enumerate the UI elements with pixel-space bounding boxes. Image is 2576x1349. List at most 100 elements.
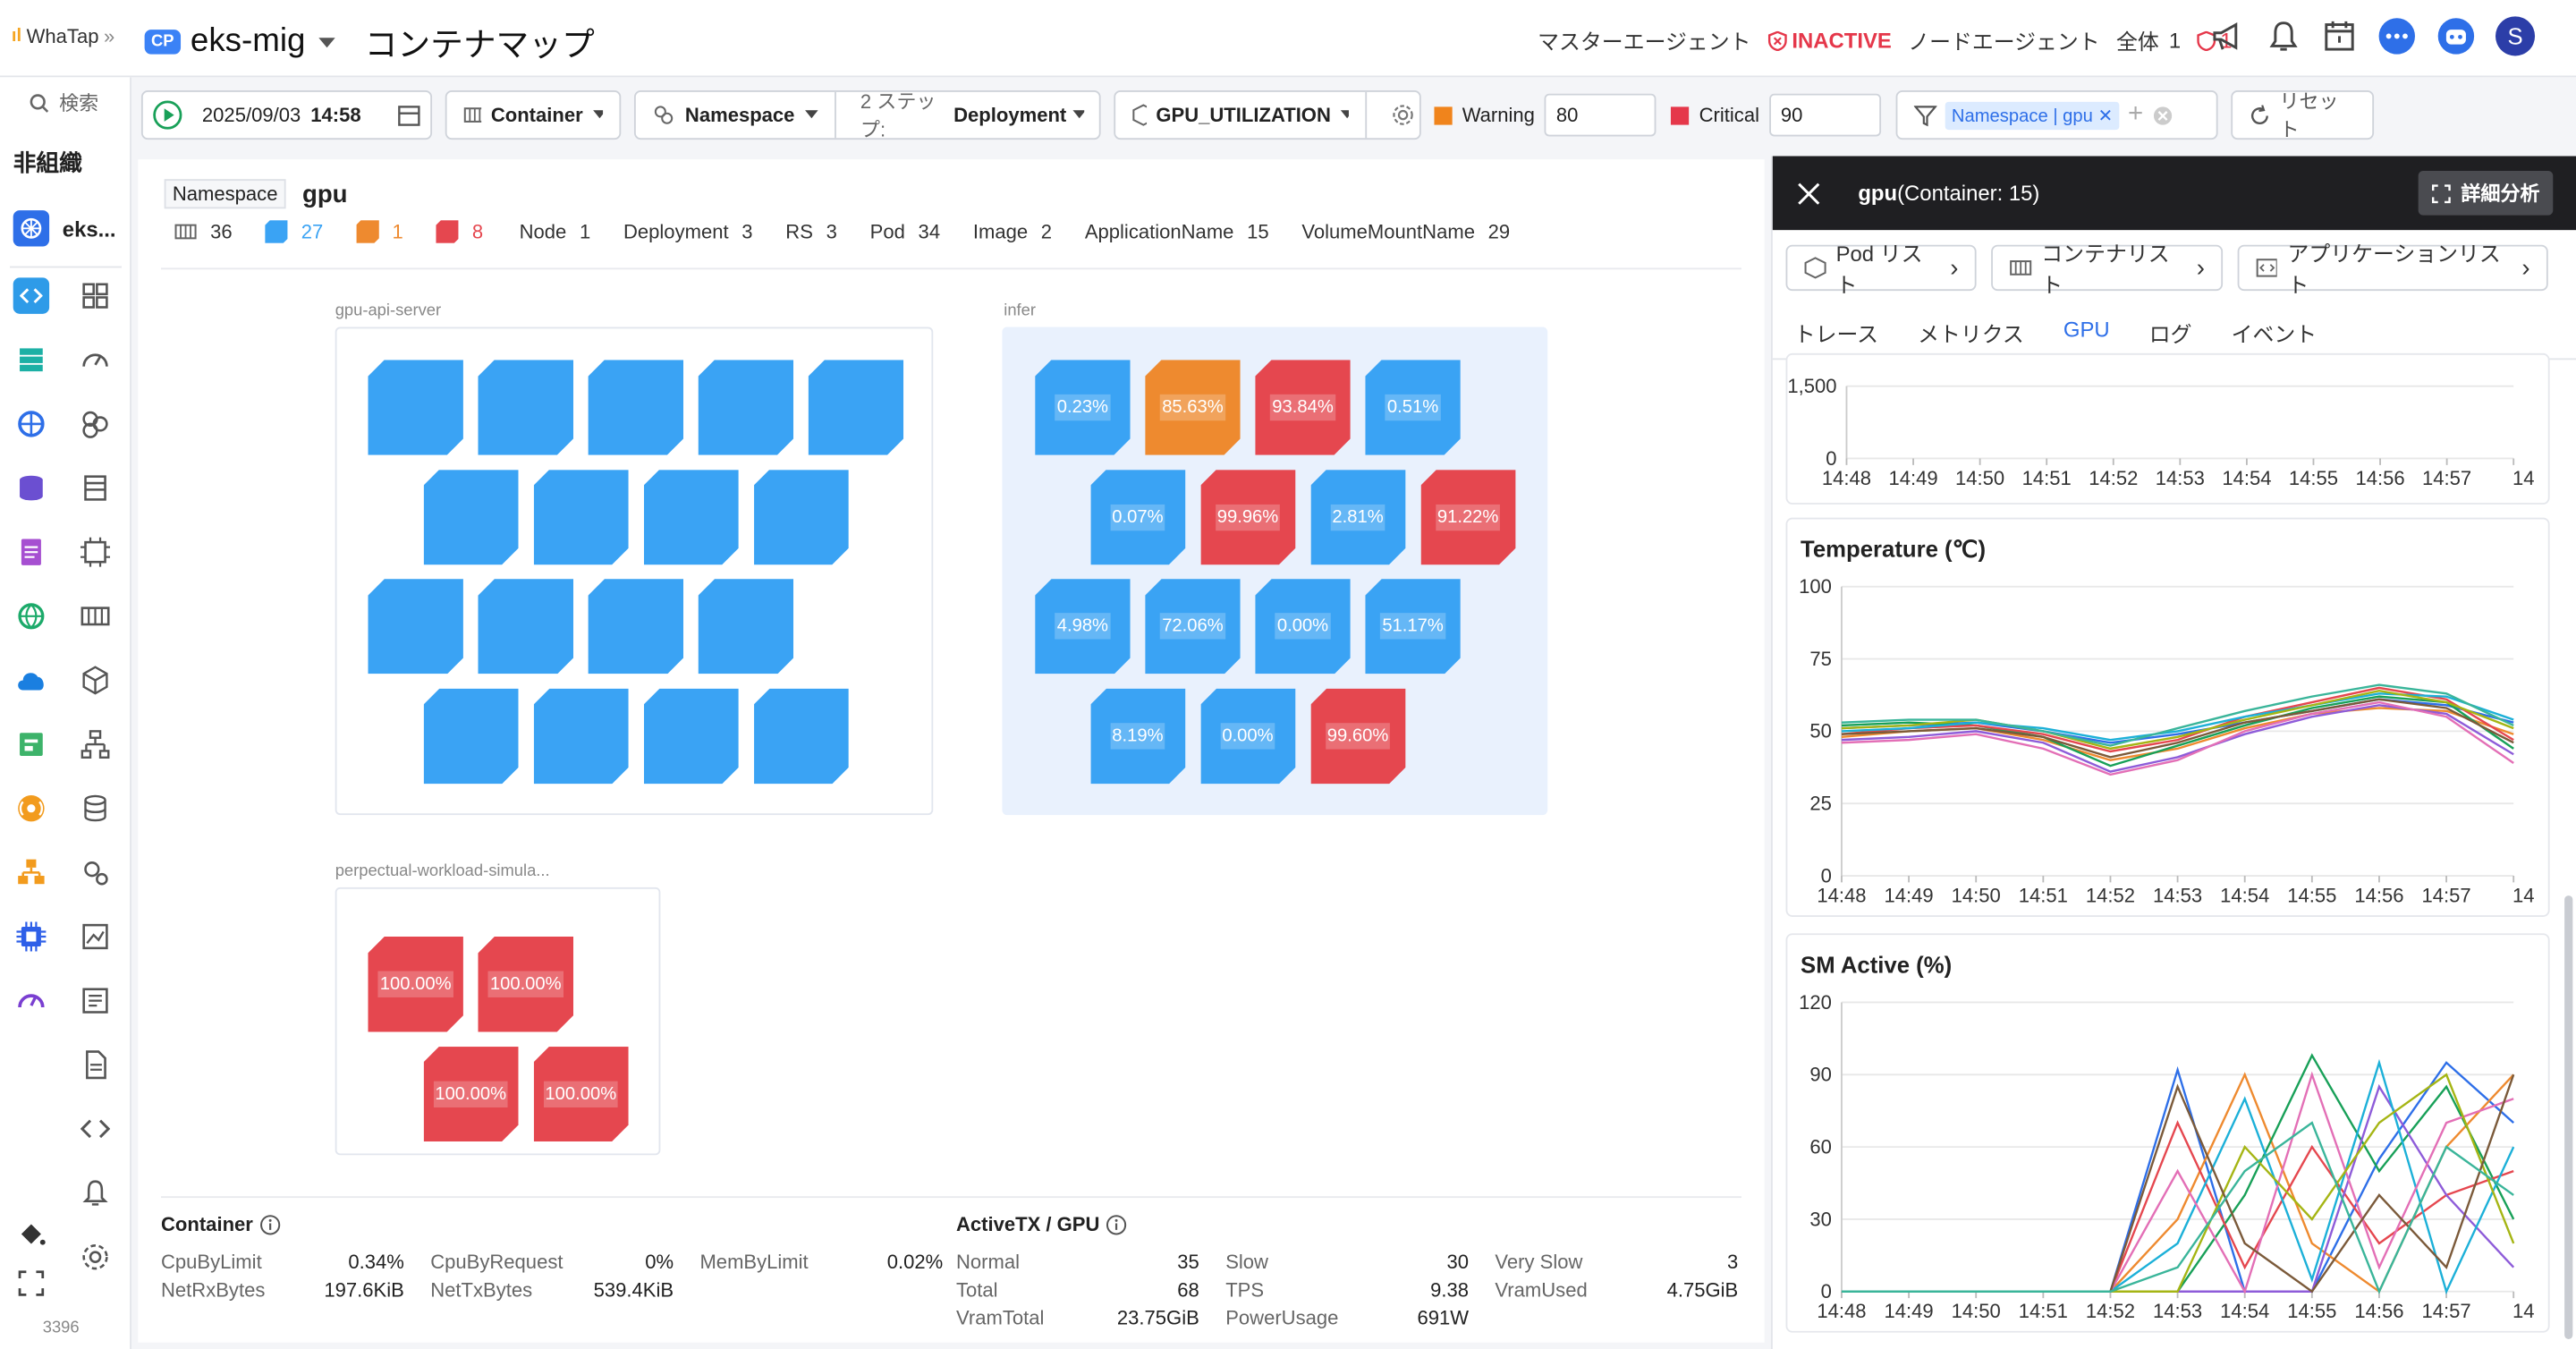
project-dropdown-icon[interactable] [316, 34, 339, 50]
container-list-button[interactable]: コンテナリスト › [1991, 242, 2224, 297]
pod-list-button[interactable]: Pod リスト › [1785, 242, 1977, 297]
container-hex[interactable]: 4.98% [1035, 579, 1131, 674]
container-hex[interactable] [643, 469, 739, 565]
info-icon[interactable] [259, 1213, 281, 1234]
container-hex[interactable]: 51.17% [1365, 579, 1461, 674]
container-hex[interactable] [533, 688, 629, 785]
network-icon[interactable] [13, 854, 49, 890]
filter-chip[interactable]: Namespace | gpu ✕ [1945, 100, 2120, 130]
clear-filter-icon[interactable] [2151, 105, 2173, 126]
container-hex[interactable]: 0.00% [1199, 688, 1296, 785]
container-hex[interactable]: 0.07% [1089, 469, 1186, 565]
warning-input[interactable]: 80 [1544, 93, 1657, 137]
image-chart-icon[interactable] [77, 919, 113, 954]
container-hex[interactable]: 85.63% [1145, 360, 1241, 455]
info-icon[interactable] [1106, 1213, 1128, 1234]
container-hex[interactable]: 0.23% [1035, 360, 1131, 455]
date-picker[interactable]: 2025/09/03 14:58 [140, 90, 433, 140]
container-hex[interactable]: 99.60% [1309, 688, 1406, 785]
reset-button[interactable]: リセット [2231, 90, 2374, 141]
megaphone-icon[interactable] [2209, 18, 2245, 54]
code-brackets-icon[interactable] [77, 1111, 113, 1147]
container-hex[interactable]: 91.22% [1419, 469, 1516, 565]
container-hex[interactable] [753, 688, 849, 785]
container-hex[interactable] [643, 688, 739, 785]
container-hex[interactable]: 8.19% [1089, 688, 1186, 785]
gauge-icon[interactable] [13, 982, 49, 1018]
tab-1[interactable]: メトリクス [1918, 322, 2024, 347]
hexagons-icon[interactable] [77, 406, 113, 442]
org-label[interactable]: 非組織 [13, 149, 82, 176]
group-perpectual-workload[interactable]: 100.00% 100.00% 100.00% 100.00% [335, 887, 661, 1156]
paint-bucket-icon[interactable] [13, 1216, 49, 1251]
server-stack-icon[interactable] [13, 342, 49, 378]
log-icon[interactable] [13, 534, 49, 570]
cube-icon[interactable] [77, 662, 113, 698]
container-hex[interactable] [478, 360, 574, 455]
settings-icon[interactable] [77, 1239, 113, 1275]
gpu-chip-icon[interactable] [13, 919, 49, 954]
project-name[interactable]: eks-mig [190, 22, 306, 60]
grid-icon[interactable] [77, 277, 113, 313]
container-hex[interactable]: 72.06% [1145, 579, 1241, 674]
container-hex[interactable]: 2.81% [1309, 469, 1406, 565]
step-select[interactable]: 2 ステップ: Deployment [845, 87, 1098, 142]
master-agent-label[interactable]: マスターエージェント [1538, 30, 1751, 55]
gear-cluster-icon[interactable] [77, 854, 113, 890]
detail-analysis-button[interactable]: 詳細分析 [2418, 171, 2554, 216]
application-list-button[interactable]: アプリケーションリスト › [2237, 242, 2548, 297]
container-hex[interactable]: 100.00% [422, 1046, 519, 1142]
sidebar-search[interactable]: 検索 [30, 89, 98, 116]
bell-icon[interactable] [2266, 18, 2301, 54]
group-infer[interactable]: 0.23% 85.63% 93.84% 0.51% 0.07% 99.96% 2.81% 91… [1002, 327, 1548, 816]
sidebar-project[interactable]: eks... [13, 210, 125, 247]
report-icon[interactable] [77, 982, 113, 1018]
code-icon[interactable] [13, 277, 50, 314]
container-hex[interactable] [368, 360, 463, 455]
globe-icon[interactable] [13, 598, 49, 634]
filter-box[interactable]: Namespace | gpu ✕ + [1895, 90, 2218, 140]
node-agent-label[interactable]: ノードエージェント [1908, 30, 2100, 55]
database-icon[interactable] [13, 470, 49, 505]
container-hex[interactable] [588, 579, 684, 674]
container-hex[interactable] [533, 469, 629, 565]
add-filter-icon[interactable]: + [2127, 100, 2144, 129]
container-hex[interactable] [422, 469, 519, 565]
namespace-select[interactable]: Namespace [636, 91, 836, 139]
container-hex[interactable]: 0.00% [1255, 579, 1351, 674]
storage-icon[interactable] [77, 791, 113, 827]
container-hex[interactable] [588, 360, 684, 455]
container-hex[interactable] [698, 360, 794, 455]
cloud-icon[interactable] [13, 662, 49, 698]
hierarchy-icon[interactable] [77, 726, 113, 762]
container-hex[interactable] [808, 360, 904, 455]
signal-icon[interactable] [13, 791, 49, 827]
bot-icon[interactable] [2436, 16, 2476, 55]
container-hex[interactable]: 100.00% [478, 936, 574, 1032]
collapse-chevrons-icon[interactable]: » [104, 24, 115, 48]
dashboard-card-icon[interactable] [13, 726, 49, 762]
container-hex[interactable]: 93.84% [1255, 360, 1351, 455]
container-hex[interactable]: 100.00% [533, 1046, 629, 1142]
play-icon[interactable] [153, 100, 182, 130]
list-icon[interactable] [77, 470, 113, 505]
tab-4[interactable]: イベント [2231, 322, 2318, 347]
fullscreen-icon[interactable] [13, 1265, 49, 1301]
calendar-icon[interactable] [2321, 18, 2357, 54]
container-hex[interactable]: 100.00% [368, 936, 463, 1032]
container-hex[interactable] [478, 579, 574, 674]
inactive-status[interactable]: INACTIVE [1767, 28, 1892, 53]
calendar-small-icon[interactable] [397, 104, 420, 127]
tab-3[interactable]: ログ [2148, 322, 2192, 347]
container-hex[interactable]: 0.51% [1365, 360, 1461, 455]
whatap-logo[interactable]: ıl WhaTap » [12, 25, 114, 48]
speedometer-icon[interactable] [77, 342, 113, 378]
gpu-icon[interactable] [77, 534, 113, 570]
chat-icon[interactable] [2377, 16, 2417, 55]
container-hex[interactable] [753, 469, 849, 565]
namespace-step-select[interactable]: Namespace 2 ステップ: Deployment [633, 87, 1101, 142]
close-icon[interactable] [1797, 182, 1820, 205]
document-icon[interactable] [77, 1047, 113, 1082]
container-hex[interactable] [422, 688, 519, 785]
kubernetes-wheel-icon[interactable] [13, 406, 49, 442]
